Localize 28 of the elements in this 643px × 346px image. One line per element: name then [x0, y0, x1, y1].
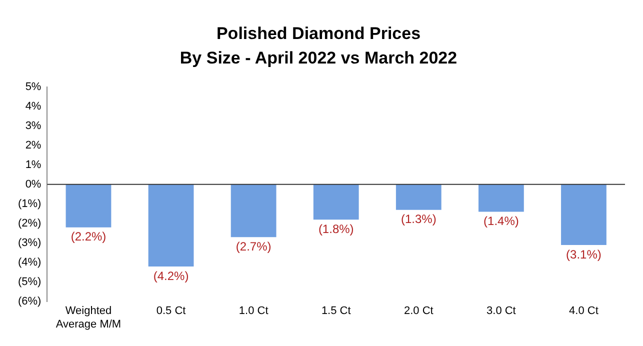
y-tick-label: 0%: [25, 178, 42, 190]
x-tick-label: 0.5 Ct: [156, 305, 186, 318]
y-tick-label: (3%): [18, 237, 42, 250]
chart-title: Polished Diamond Prices: [216, 24, 421, 43]
y-tick-label: (2%): [18, 218, 42, 230]
y-tick-label: 5%: [25, 80, 42, 93]
data-label: (1.4%): [484, 214, 519, 228]
y-tick-label: (1%): [18, 198, 42, 210]
y-tick-label: (6%): [18, 296, 42, 308]
y-tick-label: 1%: [25, 158, 42, 171]
data-label: (1.8%): [318, 222, 354, 236]
data-label: (1.3%): [400, 212, 436, 226]
data-label: (3.1%): [566, 247, 602, 262]
y-tick-label: 3%: [25, 120, 42, 132]
y-tick-label: (4%): [18, 256, 42, 269]
x-tick-label: 1.5 Ct: [321, 305, 351, 318]
data-label: (2.2%): [70, 230, 106, 244]
x-tick-label: 1.0 Ct: [238, 305, 268, 318]
x-tick-label: 3.0 Ct: [486, 305, 516, 318]
x-tick-label: 2.0 Ct: [404, 305, 434, 318]
y-tick-label: (5%): [18, 276, 42, 288]
y-tick-label: 2%: [25, 139, 42, 152]
data-label: (4.2%): [153, 268, 189, 283]
x-tick-label: Weighted Average M/M: [56, 305, 122, 330]
data-label: (2.7%): [236, 239, 272, 254]
x-tick-label: 4.0 Ct: [569, 305, 598, 318]
chart-subtitle: By Size - April 2022 vs March 2022: [180, 48, 458, 68]
y-tick-label: 4%: [25, 100, 42, 112]
